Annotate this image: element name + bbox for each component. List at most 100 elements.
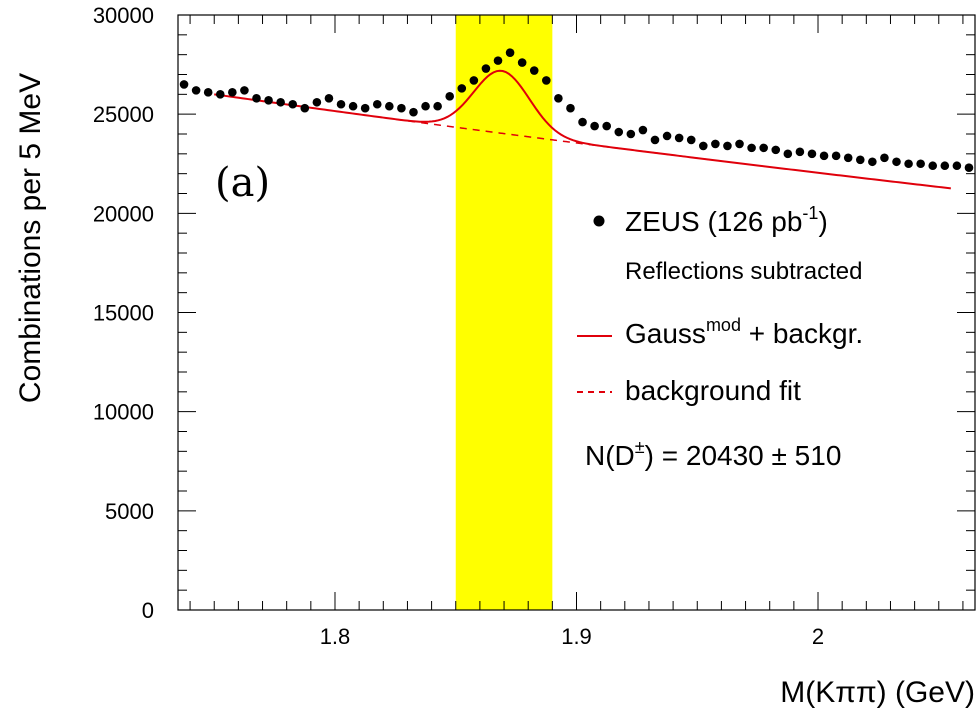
data-point	[372, 99, 382, 109]
ticks-layer: 0 5000 10000 15000 20000 25000 30000 1.8 1.9 2	[93, 3, 975, 649]
data-point	[626, 129, 636, 139]
data-point	[312, 97, 322, 107]
data-point	[324, 94, 334, 103]
data-point	[288, 99, 298, 109]
legend-fit-label: Gaussmod + backgr.	[625, 315, 863, 349]
data-point	[590, 121, 599, 131]
legend-fit-label-end: + backgr.	[741, 318, 863, 349]
plot-frame	[177, 14, 976, 611]
data-point	[723, 141, 732, 151]
y-axis-title: Combinations per 5 MeV	[14, 73, 47, 403]
data-point	[493, 56, 503, 65]
data-point	[276, 97, 285, 107]
legend-data-label-main: ZEUS (126 pb	[625, 206, 802, 237]
panel-label: (a)	[215, 160, 270, 206]
y-tick-label: 5000	[105, 499, 154, 524]
data-point	[421, 101, 430, 111]
data-point	[554, 94, 563, 103]
data-point	[385, 101, 394, 111]
data-point	[819, 151, 829, 161]
y-tick-label: 30000	[93, 3, 154, 28]
data-point	[336, 99, 346, 109]
data-point	[566, 103, 575, 113]
legend-yield-label: N(D±) = 20430 ± 510	[585, 437, 841, 471]
x-axis-title: M(Kππ) (GeV)	[780, 676, 975, 709]
data-point	[771, 145, 781, 155]
legend-data-marker	[593, 215, 605, 227]
legend-fit-label-sup: mod	[706, 315, 741, 335]
data-point	[711, 139, 720, 149]
y-tick-label: 10000	[93, 400, 154, 425]
legend-data-label-sup: -1	[802, 203, 818, 223]
fit-curves-layer	[214, 69, 951, 190]
data-point	[674, 133, 684, 143]
data-point	[747, 143, 756, 153]
data-point	[602, 121, 611, 131]
legend-data-label-end: )	[818, 206, 827, 237]
data-point	[252, 94, 261, 103]
data-point	[228, 88, 237, 97]
x-tick-label: 1.8	[320, 624, 351, 649]
data-point	[529, 66, 539, 75]
data-point	[868, 157, 877, 167]
y-tick-label: 20000	[93, 201, 154, 226]
data-point	[759, 143, 768, 153]
data-point	[542, 76, 551, 85]
plot-frame-layer	[177, 14, 976, 611]
y-tick-label: 0	[142, 598, 154, 623]
y-tick-label: 15000	[93, 301, 154, 326]
data-point	[300, 103, 310, 113]
signal-band-layer	[455, 15, 553, 610]
data-point	[880, 153, 889, 163]
data-point	[397, 103, 406, 113]
data-point	[686, 135, 696, 145]
data-points-layer	[179, 48, 974, 173]
x-tick-label: 1.9	[561, 624, 592, 649]
data-point	[650, 135, 660, 145]
data-point	[578, 117, 587, 127]
data-point	[505, 48, 515, 57]
data-point	[952, 161, 962, 171]
data-point	[662, 131, 672, 141]
legend-data-label: ZEUS (126 pb-1)	[625, 203, 828, 237]
signal-band	[455, 15, 553, 610]
data-point	[457, 84, 467, 93]
data-point	[445, 92, 455, 101]
data-point	[348, 101, 358, 111]
legend-fit-label-main: Gauss	[625, 318, 706, 349]
data-point	[203, 88, 213, 97]
data-point	[264, 95, 273, 105]
data-point	[481, 64, 491, 73]
data-point	[614, 127, 624, 137]
data-point	[964, 163, 974, 173]
data-point	[783, 149, 793, 159]
data-point	[698, 141, 708, 151]
data-point	[240, 86, 249, 95]
data-point	[191, 86, 201, 95]
data-point	[831, 151, 841, 161]
data-point	[916, 159, 925, 169]
legend-bg-label: background fit	[625, 375, 801, 406]
data-point	[807, 149, 817, 159]
legend-yield-sup: ±	[635, 437, 645, 457]
data-point	[843, 153, 853, 163]
data-point	[638, 125, 648, 135]
data-point	[179, 80, 189, 89]
data-point	[855, 155, 865, 165]
data-point	[940, 161, 950, 171]
signal-fit-curve	[214, 69, 951, 190]
background-fit-curve	[395, 118, 722, 162]
data-point	[735, 139, 744, 149]
legend-note: Reflections subtracted	[625, 258, 862, 285]
legend-yield-pre: N(D	[585, 440, 635, 471]
data-point	[360, 103, 370, 113]
x-tick-label: 2	[812, 624, 824, 649]
data-point	[892, 157, 901, 167]
data-point	[517, 58, 527, 67]
data-point	[928, 161, 938, 171]
data-point	[433, 101, 442, 111]
legend-yield-post: ) = 20430 ± 510	[645, 440, 842, 471]
y-tick-label: 25000	[93, 102, 154, 127]
legend: ZEUS (126 pb-1) Reflections subtracted G…	[577, 203, 863, 471]
